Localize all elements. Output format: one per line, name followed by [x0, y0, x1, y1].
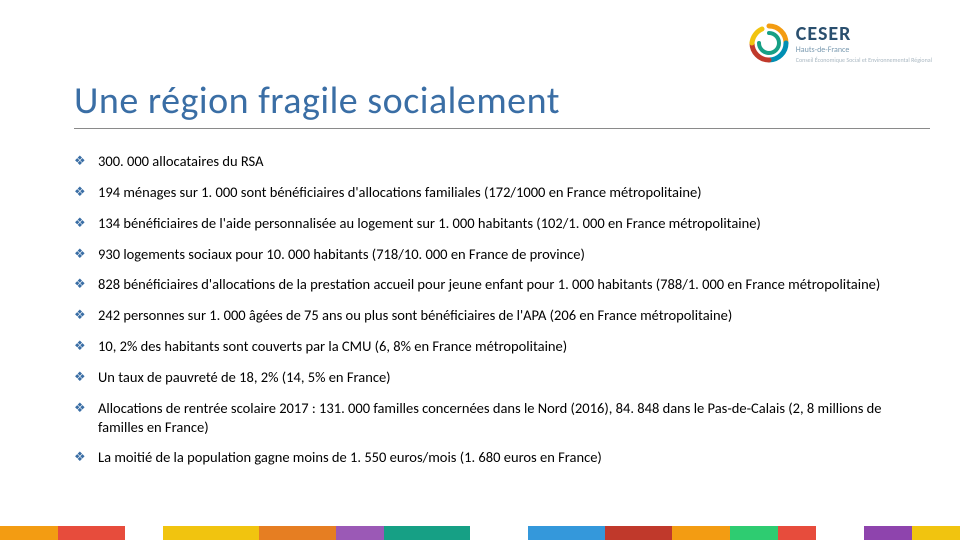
color-segment: [864, 526, 912, 540]
color-segment: [730, 526, 778, 540]
list-item: ❖ 10, 2% des habitants sont couverts par …: [74, 337, 930, 356]
list-item-text: 930 logements sociaux pour 10. 000 habit…: [98, 245, 585, 263]
list-item-text: 194 ménages sur 1. 000 sont bénéficiaire…: [98, 183, 702, 201]
logo-subtitle: Hauts-de-France: [796, 46, 932, 54]
color-segment: [259, 526, 336, 540]
diamond-bullet-icon: ❖: [74, 450, 86, 467]
diamond-bullet-icon: ❖: [74, 185, 86, 202]
list-item-text: 300. 000 allocataires du RSA: [98, 152, 264, 170]
list-item-text: 10, 2% des habitants sont couverts par l…: [98, 337, 567, 355]
color-segment: [384, 526, 470, 540]
list-item: ❖ 300. 000 allocataires du RSA: [74, 152, 930, 171]
list-item-text: 828 bénéficiaires d'allocations de la pr…: [98, 275, 880, 293]
list-item: ❖ 194 ménages sur 1. 000 sont bénéficiair…: [74, 183, 930, 202]
list-item-text: Un taux de pauvreté de 18, 2% (14, 5% en…: [98, 368, 391, 386]
diamond-bullet-icon: ❖: [74, 247, 86, 264]
list-item: ❖ 828 bénéficiaires d'allocations de la p…: [74, 275, 930, 294]
list-item-text: 134 bénéficiaires de l'aide personnalisé…: [98, 214, 761, 232]
color-segment: [605, 526, 672, 540]
color-segment: [528, 526, 605, 540]
diamond-bullet-icon: ❖: [74, 401, 86, 418]
list-item: ❖ La moitié de la population gagne moins …: [74, 448, 930, 467]
logo-swirl-icon: [748, 22, 790, 64]
list-item: ❖ 134 bénéficiaires de l'aide personnalis…: [74, 214, 930, 233]
diamond-bullet-icon: ❖: [74, 154, 86, 171]
color-segment: [163, 526, 259, 540]
diamond-bullet-icon: ❖: [74, 370, 86, 387]
list-item: ❖ Allocations de rentrée scolaire 2017 : …: [74, 399, 930, 437]
logo: CESER Hauts-de-France Conseil Économique…: [748, 22, 932, 64]
list-item: ❖ 242 personnes sur 1. 000 âgées de 75 an…: [74, 306, 930, 325]
color-segment: [0, 526, 58, 540]
color-segment: [912, 526, 960, 540]
bullet-list: ❖ 300. 000 allocataires du RSA ❖ 194 ménage…: [74, 152, 930, 479]
bottom-color-bar: [0, 526, 960, 540]
color-segment: [816, 526, 864, 540]
list-item-text: 242 personnes sur 1. 000 âgées de 75 ans…: [98, 306, 732, 324]
list-item: ❖ Un taux de pauvreté de 18, 2% (14, 5% e…: [74, 368, 930, 387]
logo-tagline: Conseil Économique Social et Environneme…: [796, 57, 932, 63]
list-item-text: La moitié de la population gagne moins d…: [98, 448, 602, 466]
page-title: Une région fragile socialement: [74, 78, 560, 124]
title-underline: [74, 128, 930, 129]
logo-brand: CESER: [796, 24, 932, 44]
diamond-bullet-icon: ❖: [74, 277, 86, 294]
color-segment: [58, 526, 125, 540]
color-segment: [125, 526, 163, 540]
diamond-bullet-icon: ❖: [74, 216, 86, 233]
diamond-bullet-icon: ❖: [74, 339, 86, 356]
list-item: ❖ 930 logements sociaux pour 10. 000 habi…: [74, 245, 930, 264]
diamond-bullet-icon: ❖: [74, 308, 86, 325]
color-segment: [336, 526, 384, 540]
color-segment: [470, 526, 528, 540]
list-item-text: Allocations de rentrée scolaire 2017 : 1…: [98, 399, 881, 436]
color-segment: [672, 526, 730, 540]
color-segment: [778, 526, 816, 540]
